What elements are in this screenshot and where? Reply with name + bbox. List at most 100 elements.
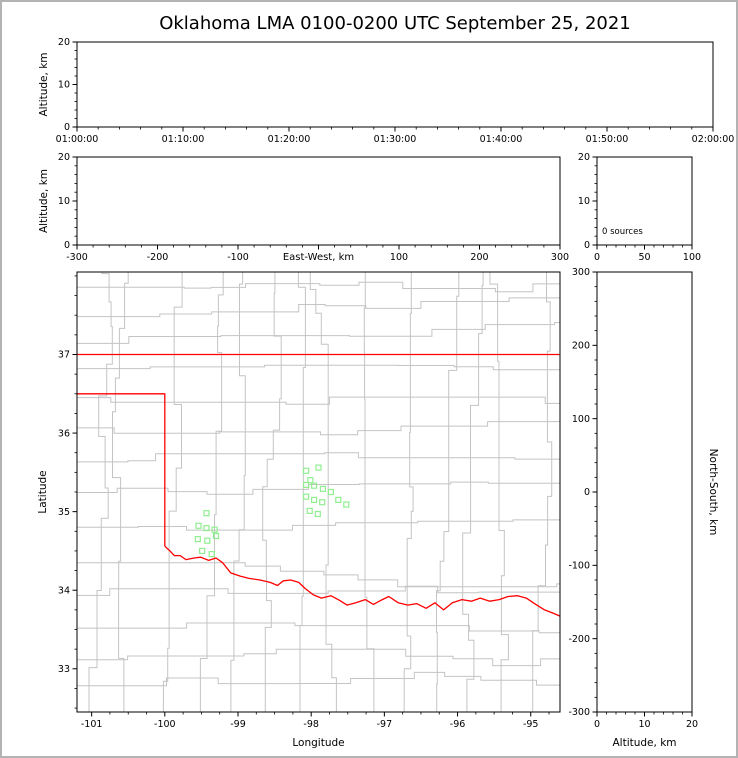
x-tick-label: -200 — [147, 252, 169, 263]
y-tick-label: 10 — [578, 196, 590, 207]
county-line — [77, 396, 560, 405]
lma-station-marker — [204, 537, 211, 544]
y-tick-label: 200 — [572, 341, 590, 352]
y-tick-label: 33 — [58, 664, 70, 675]
y-tick-label: 20 — [578, 152, 590, 163]
lma-station-marker — [315, 464, 322, 471]
county-line — [532, 272, 553, 712]
county-line — [77, 281, 560, 293]
lma-station-marker — [303, 493, 310, 500]
county-line — [77, 562, 560, 588]
county-line — [363, 272, 375, 712]
state-border-line — [77, 393, 166, 547]
county-line — [77, 519, 560, 531]
lma-station-marker — [303, 467, 310, 474]
lma-station-marker — [203, 524, 210, 532]
panel-frame — [76, 41, 714, 128]
x-tick-label: -100 — [154, 719, 176, 730]
county-line — [77, 481, 560, 495]
lma-station-marker — [195, 522, 202, 529]
x-tick-label: 200 — [470, 252, 488, 263]
source-count-label: 0 sources — [602, 227, 643, 237]
county-line — [462, 272, 484, 712]
lma-station-marker — [314, 510, 321, 518]
lma-station-marker — [319, 485, 326, 492]
y-tick-label: 34 — [58, 585, 70, 596]
y-tick-label: 36 — [58, 428, 70, 439]
county-line — [77, 585, 560, 596]
county-line — [230, 272, 246, 712]
y-axis-label-right: North-South, km — [707, 449, 719, 536]
county-line — [77, 421, 560, 436]
panel-ew-height: -300 -200 -100 100 200 300 0 10 20 East-West, km A… — [38, 152, 569, 263]
x-tick-label: 01:20:00 — [268, 134, 311, 145]
y-tick-label: 100 — [572, 414, 590, 425]
county-line — [199, 272, 224, 712]
x-tick-label: -95 — [523, 719, 539, 730]
y-tick-label: -300 — [568, 707, 590, 718]
county-line — [309, 272, 337, 712]
county-line — [77, 322, 560, 344]
county-line — [88, 272, 113, 712]
x-tick-label: 100 — [390, 252, 408, 263]
county-line — [297, 272, 306, 712]
y-tick-label: 10 — [58, 80, 70, 91]
x-tick-label: -100 — [227, 252, 249, 263]
y-tick-label: 37 — [58, 350, 70, 361]
y-axis-label: Altitude, km — [38, 169, 50, 233]
lma-station-marker — [307, 477, 314, 484]
y-tick-label: -100 — [568, 561, 590, 572]
x-tick-label: 0 — [594, 252, 600, 263]
y-tick-label: 20 — [58, 152, 70, 163]
lma-station-marker — [194, 535, 201, 543]
y-tick-label: 10 — [58, 196, 70, 207]
x-tick-label: -300 — [66, 252, 88, 263]
x-axis-label: East-West, km — [283, 252, 354, 263]
lma-station-marker — [335, 496, 342, 503]
lma-station-marker — [208, 550, 215, 558]
lma-station-marker — [199, 547, 206, 555]
county-line — [77, 671, 560, 687]
county-line — [262, 272, 282, 712]
station-markers — [194, 464, 350, 558]
x-tick-label: -96 — [450, 719, 466, 730]
lma-station-marker — [319, 499, 326, 506]
panel-ns-height: 0 10 20 -300 -200 -100 0 100 200 300 Altitude, km N… — [568, 267, 719, 749]
panel-plan-view: -101 -100 -99 -98 -97 -96 -95 33 34 35 36 37 Longitu… — [37, 271, 561, 749]
lma-station-marker — [327, 488, 334, 496]
county-line — [403, 272, 414, 712]
y-axis-label: Latitude — [37, 470, 49, 513]
x-tick-label: -98 — [303, 719, 319, 730]
county-line — [77, 297, 560, 318]
y-tick-label: 0 — [64, 122, 70, 133]
y-axis-label: Altitude, km — [38, 52, 50, 116]
y-tick-label: 0 — [64, 240, 70, 251]
y-tick-label: 0 — [584, 240, 590, 251]
y-tick-label: 0 — [584, 487, 590, 498]
y-tick-label: -200 — [568, 634, 590, 645]
county-line — [77, 648, 560, 667]
y-tick-label: 20 — [58, 37, 70, 48]
x-tick-label: 0 — [594, 719, 600, 730]
y-tick-label: 35 — [58, 507, 70, 518]
lma-station-marker — [306, 507, 313, 514]
lma-station-marker — [311, 482, 318, 489]
x-tick-label: 300 — [551, 252, 569, 263]
x-tick-label: 02:00:00 — [692, 134, 735, 145]
x-tick-label: 10 — [638, 719, 650, 730]
x-tick-label: 01:30:00 — [374, 134, 417, 145]
state-borders — [77, 353, 560, 617]
panel-frame — [76, 156, 561, 246]
county-line — [77, 622, 560, 634]
x-tick-label: 20 — [686, 719, 698, 730]
lma-station-marker — [203, 510, 210, 517]
x-tick-label: 100 — [683, 252, 701, 263]
x-tick-label: 01:40:00 — [480, 134, 523, 145]
x-axis-label: Altitude, km — [612, 737, 676, 749]
lma-station-marker — [212, 532, 220, 540]
panel-frame — [596, 156, 693, 246]
panel-frame — [76, 271, 561, 713]
county-line — [436, 272, 460, 712]
